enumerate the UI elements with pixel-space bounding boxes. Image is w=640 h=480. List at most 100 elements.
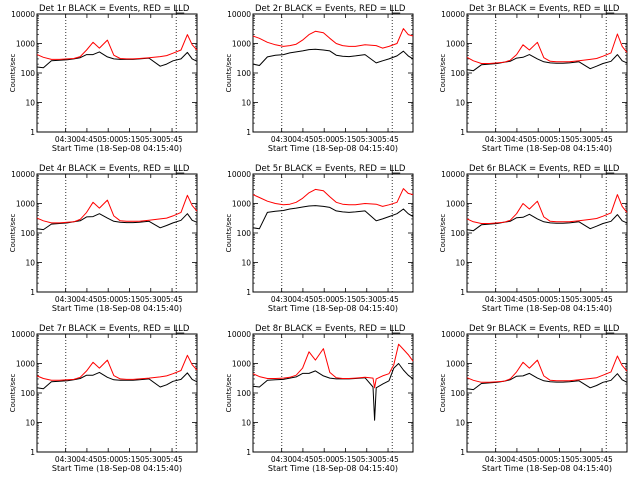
plot-panel-2: Det 2r BLACK = Events, RED = LLD 1 10 100 10… <box>225 4 414 153</box>
lld-series-line <box>36 354 198 381</box>
plot-panel-3: Det 3r BLACK = Events, RED = LLD 1 10 100 10… <box>439 4 628 153</box>
x-tick-label: 05:00 <box>97 455 119 464</box>
y-tick-label: 100 <box>237 389 252 398</box>
plot-frame <box>36 333 198 453</box>
plot-frame <box>252 173 414 293</box>
y-axis-label: Counts/sec <box>225 214 233 253</box>
title-marker-icon <box>175 325 185 334</box>
y-tick-label: 10 <box>455 419 465 428</box>
y-tick-label: 1000 <box>446 200 465 209</box>
y-tick-label: 1 <box>246 128 251 137</box>
title-marker-icon <box>175 165 185 174</box>
x-tick-label: 05:00 <box>313 295 335 304</box>
x-tick-label: 05:00 <box>313 455 335 464</box>
x-tick-label: 04:45 <box>76 295 98 304</box>
plot-frame <box>36 173 198 293</box>
x-tick-label: 04:45 <box>292 295 314 304</box>
x-tick-label: 05:00 <box>527 135 549 144</box>
x-tick-label: 04:30 <box>271 295 293 304</box>
x-tick-label: 04:45 <box>506 455 528 464</box>
x-axis-label: Start Time (18-Sep-08 04:15:40) <box>52 144 182 153</box>
x-tick-label: 04:45 <box>76 455 98 464</box>
plot-title: Det 7r BLACK = Events, RED = LLD <box>39 324 190 334</box>
y-tick-label: 1000 <box>446 40 465 49</box>
y-tick-label: 10000 <box>227 10 251 19</box>
x-axis-label: Start Time (18-Sep-08 04:15:40) <box>52 464 182 473</box>
plot-title: Det 8r BLACK = Events, RED = LLD <box>255 324 406 334</box>
plot-frame <box>466 173 628 293</box>
y-tick-label: 1000 <box>16 40 35 49</box>
x-tick-label: 05:30 <box>570 135 592 144</box>
y-tick-label: 1 <box>30 288 35 297</box>
x-tick-label: 04:45 <box>506 295 528 304</box>
y-tick-label: 100 <box>451 389 466 398</box>
plot-panel-1: Det 1r BLACK = Events, RED = LLD 1 10 100 10… <box>9 4 198 153</box>
plot-panel-5: Det 5r BLACK = Events, RED = LLD 1 10 100 10… <box>225 164 414 313</box>
y-tick-label: 1 <box>30 128 35 137</box>
plot-title: Det 5r BLACK = Events, RED = LLD <box>255 164 406 174</box>
x-tick-label: 05:00 <box>527 455 549 464</box>
y-axis-label: Counts/sec <box>439 54 447 93</box>
x-tick-label: 05:45 <box>591 135 613 144</box>
x-tick-label: 04:45 <box>292 135 314 144</box>
x-tick-label: 04:30 <box>55 455 77 464</box>
x-tick-label: 05:45 <box>161 455 183 464</box>
x-tick-label: 04:30 <box>485 455 507 464</box>
plot-title: Det 6r BLACK = Events, RED = LLD <box>469 164 620 174</box>
x-tick-label: 05:00 <box>97 135 119 144</box>
lld-series-line <box>36 34 198 60</box>
events-series-line <box>252 205 414 230</box>
x-tick-label: 05:45 <box>377 135 399 144</box>
x-tick-label: 05:30 <box>570 295 592 304</box>
y-tick-label: 10 <box>25 99 35 108</box>
x-tick-label: 05:15 <box>549 295 571 304</box>
x-tick-label: 04:30 <box>55 295 77 304</box>
x-axis-label: Start Time (18-Sep-08 04:15:40) <box>268 304 398 313</box>
y-tick-label: 10000 <box>11 10 35 19</box>
y-tick-label: 1 <box>460 128 465 137</box>
title-marker-icon <box>605 165 615 174</box>
plot-panel-4: Det 4r BLACK = Events, RED = LLD 1 10 100 10… <box>9 164 198 313</box>
y-tick-label: 10000 <box>227 170 251 179</box>
y-tick-label: 10000 <box>441 10 465 19</box>
plot-frame <box>466 333 628 453</box>
x-tick-label: 05:30 <box>356 135 378 144</box>
events-series-line <box>36 51 198 69</box>
x-tick-label: 04:30 <box>55 135 77 144</box>
lld-series-line <box>466 355 628 383</box>
x-axis-label: Start Time (18-Sep-08 04:15:40) <box>482 464 612 473</box>
y-axis-label: Counts/sec <box>9 374 17 413</box>
y-tick-label: 100 <box>451 69 466 78</box>
x-tick-label: 05:00 <box>313 135 335 144</box>
y-tick-label: 10000 <box>11 330 35 339</box>
y-tick-label: 100 <box>237 229 252 238</box>
events-series-line <box>466 54 628 72</box>
lld-series-line <box>466 194 628 224</box>
lld-series-line <box>466 33 628 64</box>
y-tick-label: 1 <box>30 448 35 457</box>
x-tick-label: 05:15 <box>549 455 571 464</box>
x-tick-label: 05:30 <box>356 455 378 464</box>
y-tick-label: 100 <box>21 69 36 78</box>
plot-title: Det 1r BLACK = Events, RED = LLD <box>39 4 190 14</box>
y-tick-label: 10000 <box>227 330 251 339</box>
x-tick-label: 04:45 <box>76 135 98 144</box>
y-axis-label: Counts/sec <box>9 214 17 253</box>
x-tick-label: 04:45 <box>292 455 314 464</box>
y-tick-label: 1 <box>460 288 465 297</box>
x-tick-label: 05:30 <box>140 295 162 304</box>
title-marker-icon <box>391 5 401 14</box>
events-series-line <box>466 372 628 391</box>
x-tick-label: 04:30 <box>485 135 507 144</box>
events-series-line <box>466 213 628 232</box>
y-axis-label: Counts/sec <box>439 374 447 413</box>
y-tick-label: 10 <box>455 259 465 268</box>
y-tick-label: 100 <box>451 229 466 238</box>
y-tick-label: 1 <box>246 288 251 297</box>
x-tick-label: 05:45 <box>377 295 399 304</box>
x-tick-label: 05:30 <box>356 295 378 304</box>
events-series-line <box>36 213 198 231</box>
x-tick-label: 05:30 <box>140 455 162 464</box>
plot-frame <box>466 13 628 133</box>
y-tick-label: 10 <box>25 419 35 428</box>
